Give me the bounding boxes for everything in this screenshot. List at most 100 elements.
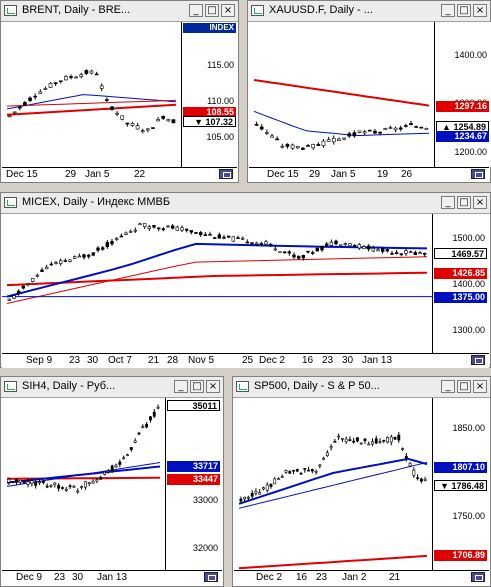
minimize-button[interactable]: _ [441, 380, 455, 393]
time-label: Sep 9 [26, 355, 53, 366]
close-button[interactable]: × [473, 196, 487, 209]
chart-scroll-icon[interactable] [471, 169, 485, 179]
time-label: Dec 9 [16, 572, 43, 583]
price-box: 1807.10 [434, 461, 487, 473]
candle [22, 480, 26, 485]
time-axis[interactable]: Dec 15 29 Jan 5 22 [2, 167, 237, 182]
chart-scroll-icon[interactable] [204, 572, 218, 582]
price-scale[interactable]: 1850.00 1750.00 1807.10 ▼ 1786.48 1706.89 [432, 398, 489, 570]
time-axis[interactable]: Dec 15 29 Jan 5 19 26 [249, 167, 489, 182]
time-label: 30 [72, 572, 84, 583]
candle [376, 247, 380, 252]
moving-average-line [238, 457, 428, 505]
candle [414, 125, 418, 128]
candle [359, 442, 363, 445]
close-button[interactable]: × [206, 380, 220, 393]
candle [301, 254, 306, 261]
title-bar[interactable]: MICEX, Daily - Индекс ММВБ _ □ × [1, 193, 490, 214]
time-axis[interactable]: Sep 9 23 30 Oct 7 21 28 Nov 5 25 Dec 2 1… [2, 353, 489, 368]
close-button[interactable]: × [473, 4, 487, 17]
xauusd-chart-window[interactable]: XAUUSD.F, Daily - ... _ □ × 1400.001300.… [247, 0, 491, 183]
candle [145, 128, 150, 133]
candle [307, 466, 310, 472]
price-scale[interactable]: INDEX 115.00 110.00 105.00 108.55 ▼ 107.32 [181, 22, 238, 167]
sp500-chart-window[interactable]: SP500, Daily - S & P 50... _ □ × 1850.00… [232, 376, 491, 587]
candle [324, 242, 329, 247]
sih4-chart-window[interactable]: SIH4, Daily - Руб... _ □ × 33000 32000 350… [0, 376, 224, 587]
candle [105, 97, 109, 102]
candle [262, 486, 265, 491]
minimize-button[interactable]: _ [441, 196, 455, 209]
time-label: 23 [322, 355, 334, 366]
candle [156, 116, 160, 122]
price-scale[interactable]: 1500.00 1400.00 1300.00 1469.57 1426.85 1375.… [432, 214, 489, 353]
chart-window-icon [236, 381, 249, 392]
price-chart[interactable] [249, 22, 434, 167]
maximize-button[interactable]: □ [190, 380, 204, 393]
price-scale[interactable]: 33000 32000 35011 33717 33447 [165, 398, 222, 570]
price-box: 33447 [167, 474, 220, 486]
close-button[interactable]: × [221, 4, 235, 17]
maximize-button[interactable]: □ [457, 4, 471, 17]
candle [64, 75, 68, 81]
time-axis[interactable]: Dec 9 23 30 Jan 13 [2, 570, 222, 585]
candle [239, 496, 243, 504]
minimize-button[interactable]: _ [189, 4, 203, 17]
candle [184, 228, 189, 233]
candle [331, 135, 336, 145]
price-chart[interactable] [2, 22, 181, 167]
time-label: Dec 2 [259, 355, 286, 366]
candle [423, 476, 427, 482]
close-button[interactable]: × [473, 380, 487, 393]
candle [337, 433, 341, 441]
time-label: 21 [389, 572, 401, 583]
title-bar[interactable]: SIH4, Daily - Руб... _ □ × [1, 377, 223, 398]
title-bar[interactable]: XAUUSD.F, Daily - ... _ □ × [248, 1, 490, 22]
candle [80, 485, 84, 490]
time-label: Jan 13 [362, 355, 393, 366]
candle [348, 243, 352, 248]
candle [222, 234, 226, 240]
price-label: 1850.00 [452, 422, 485, 433]
candle [12, 111, 17, 115]
chart-window-icon [4, 197, 17, 208]
time-label: 28 [167, 355, 179, 366]
minimize-button[interactable]: _ [441, 4, 455, 17]
chart-scroll-icon[interactable] [471, 355, 485, 365]
time-axis[interactable]: Dec 2 16 23 Jan 2 21 [234, 570, 489, 585]
minimize-button[interactable]: _ [174, 380, 188, 393]
candle [371, 245, 376, 253]
chart-scroll-icon[interactable] [471, 572, 485, 582]
price-chart[interactable] [234, 398, 432, 570]
micex-chart-window[interactable]: MICEX, Daily - Индекс ММВБ _ □ × 1500.00… [0, 192, 491, 368]
candle [250, 490, 254, 500]
candle [378, 131, 382, 136]
candle [357, 243, 362, 251]
chart-scroll-icon[interactable] [219, 169, 233, 179]
candle [378, 438, 382, 444]
title-bar[interactable]: SP500, Daily - S & P 50... _ □ × [233, 377, 490, 398]
candle [306, 143, 310, 147]
brent-chart-window[interactable]: BRENT, Daily - BRE... _ □ × INDEX 115.00… [0, 0, 239, 183]
candle [362, 244, 366, 249]
maximize-button[interactable]: □ [205, 4, 219, 17]
candle [311, 143, 316, 150]
candle [86, 253, 91, 259]
time-label: Dec 2 [256, 572, 283, 583]
candle [393, 436, 397, 441]
candle [11, 481, 15, 484]
maximize-button[interactable]: □ [457, 196, 471, 209]
candle [137, 431, 141, 436]
title-bar[interactable]: BRENT, Daily - BRE... _ □ × [1, 1, 238, 22]
time-label: 29 [65, 169, 77, 180]
candle [243, 496, 247, 502]
maximize-button[interactable]: □ [457, 380, 471, 393]
candle [87, 482, 91, 487]
candle [133, 438, 137, 444]
candle [194, 232, 198, 234]
price-chart[interactable] [2, 214, 432, 353]
price-box: ▼ 107.32 [183, 116, 236, 128]
candle [58, 80, 63, 84]
price-chart[interactable] [2, 398, 165, 570]
